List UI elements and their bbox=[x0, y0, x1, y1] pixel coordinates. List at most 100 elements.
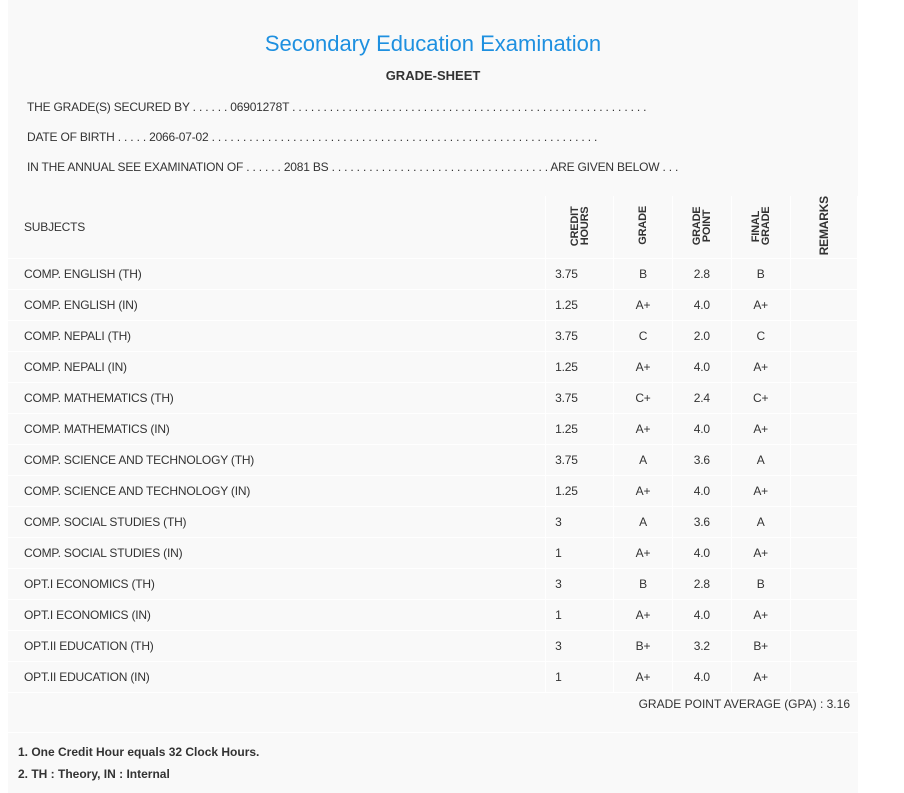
grade-cell: A bbox=[613, 506, 673, 539]
grade-point-cell: 3.2 bbox=[672, 630, 732, 663]
final-grade-cell: A+ bbox=[731, 289, 791, 322]
table-row: COMP. MATHEMATICS (IN) 1.25 A+ 4.0 A+ bbox=[8, 413, 859, 446]
table-row: COMP. SOCIAL STUDIES (TH) 3 A 3.6 A bbox=[8, 506, 859, 539]
header-subjects: SUBJECTS bbox=[8, 196, 547, 260]
credit-cell: 1.25 bbox=[545, 475, 615, 508]
grade-point-cell: 2.8 bbox=[672, 258, 732, 291]
final-grade-cell: A+ bbox=[731, 537, 791, 570]
grade-point-cell: 4.0 bbox=[672, 413, 732, 446]
credit-cell: 1 bbox=[545, 599, 615, 632]
header-final-grade: FINAL GRADE bbox=[731, 196, 791, 260]
header-remarks: REMARKS bbox=[790, 196, 859, 260]
grade-point-cell: 4.0 bbox=[672, 537, 732, 570]
subject-cell: COMP. MATHEMATICS (TH) bbox=[8, 382, 547, 415]
grade-cell: B+ bbox=[613, 630, 673, 663]
table-row: COMP. NEPALI (TH) 3.75 C 2.0 C bbox=[8, 320, 859, 353]
subject-cell: COMP. SOCIAL STUDIES (TH) bbox=[8, 506, 547, 539]
final-grade-cell: C+ bbox=[731, 382, 791, 415]
final-grade-cell: A bbox=[731, 506, 791, 539]
header-credit: CREDIT HOURS bbox=[545, 196, 615, 260]
table-row: COMP. ENGLISH (IN) 1.25 A+ 4.0 A+ bbox=[8, 289, 859, 322]
grade-cell: A+ bbox=[613, 289, 673, 322]
subject-cell: COMP. ENGLISH (IN) bbox=[8, 289, 547, 322]
subject-cell: COMP. MATHEMATICS (IN) bbox=[8, 413, 547, 446]
credit-cell: 1.25 bbox=[545, 413, 615, 446]
final-grade-cell: C bbox=[731, 320, 791, 353]
table-row: OPT.II EDUCATION (TH) 3 B+ 3.2 B+ bbox=[8, 630, 859, 663]
table-row: COMP. SOCIAL STUDIES (IN) 1 A+ 4.0 A+ bbox=[8, 537, 859, 570]
exam-line: IN THE ANNUAL SEE EXAMINATION OF . . . .… bbox=[27, 160, 679, 174]
grade-point-cell: 4.0 bbox=[672, 289, 732, 322]
final-grade-cell: A+ bbox=[731, 661, 791, 694]
grade-point-cell: 4.0 bbox=[672, 599, 732, 632]
grade-cell: A+ bbox=[613, 661, 673, 694]
grade-point-cell: 2.4 bbox=[672, 382, 732, 415]
grade-cell: A+ bbox=[613, 537, 673, 570]
remarks-cell bbox=[790, 506, 859, 539]
subject-cell: OPT.I ECONOMICS (IN) bbox=[8, 599, 547, 632]
final-grade-cell: A+ bbox=[731, 351, 791, 384]
note-item: 2. TH : Theory, IN : Internal bbox=[18, 767, 170, 781]
subject-cell: OPT.I ECONOMICS (TH) bbox=[8, 568, 547, 601]
grade-cell: A+ bbox=[613, 351, 673, 384]
grade-point-cell: 3.6 bbox=[672, 444, 732, 477]
table-row: OPT.I ECONOMICS (IN) 1 A+ 4.0 A+ bbox=[8, 599, 859, 632]
remarks-cell bbox=[790, 444, 859, 477]
grade-point-cell: 4.0 bbox=[672, 351, 732, 384]
grade-point-cell: 2.0 bbox=[672, 320, 732, 353]
subject-cell: COMP. NEPALI (IN) bbox=[8, 351, 547, 384]
credit-cell: 1 bbox=[545, 661, 615, 694]
credit-cell: 1.25 bbox=[545, 289, 615, 322]
subject-cell: COMP. SCIENCE AND TECHNOLOGY (TH) bbox=[8, 444, 547, 477]
final-grade-cell: B+ bbox=[731, 630, 791, 663]
page-title: Secondary Education Examination bbox=[264, 31, 602, 56]
remarks-cell bbox=[790, 351, 859, 384]
remarks-cell bbox=[790, 413, 859, 446]
grade-cell: C+ bbox=[613, 382, 673, 415]
remarks-cell bbox=[790, 258, 859, 291]
remarks-cell bbox=[790, 599, 859, 632]
final-grade-cell: B bbox=[731, 258, 791, 291]
final-grade-cell: A+ bbox=[731, 475, 791, 508]
credit-cell: 3 bbox=[545, 568, 615, 601]
credit-cell: 1.25 bbox=[545, 351, 615, 384]
grade-sheet-panel: Secondary Education Examination GRADE-SH… bbox=[8, 0, 859, 793]
subject-cell: COMP. NEPALI (TH) bbox=[8, 320, 547, 353]
final-grade-cell: A bbox=[731, 444, 791, 477]
grade-point-cell: 2.8 bbox=[672, 568, 732, 601]
header-grade: GRADE bbox=[613, 196, 673, 260]
grade-cell: A+ bbox=[613, 413, 673, 446]
table-row: COMP. SCIENCE AND TECHNOLOGY (TH) 3.75 A 3.… bbox=[8, 444, 859, 477]
grade-cell: B bbox=[613, 258, 673, 291]
grades-table: SUBJECTS CREDIT HOURS GRADE GRADE POINT … bbox=[8, 196, 859, 694]
grade-cell: A+ bbox=[613, 599, 673, 632]
subject-cell: COMP. SCIENCE AND TECHNOLOGY (IN) bbox=[8, 475, 547, 508]
grade-cell: C bbox=[613, 320, 673, 353]
remarks-cell bbox=[790, 630, 859, 663]
remarks-cell bbox=[790, 289, 859, 322]
credit-cell: 3.75 bbox=[545, 382, 615, 415]
divider bbox=[8, 732, 858, 733]
table-row: OPT.I ECONOMICS (TH) 3 B 2.8 B bbox=[8, 568, 859, 601]
subject-cell: OPT.II EDUCATION (IN) bbox=[8, 661, 547, 694]
page-subtitle: GRADE-SHEET bbox=[385, 68, 481, 83]
credit-cell: 3 bbox=[545, 630, 615, 663]
final-grade-cell: B bbox=[731, 568, 791, 601]
table-row: COMP. MATHEMATICS (TH) 3.75 C+ 2.4 C+ bbox=[8, 382, 859, 415]
note-item: 1. One Credit Hour equals 32 Clock Hours… bbox=[18, 745, 260, 759]
remarks-cell bbox=[790, 382, 859, 415]
final-grade-cell: A+ bbox=[731, 599, 791, 632]
grade-cell: A+ bbox=[613, 475, 673, 508]
remarks-cell bbox=[790, 568, 859, 601]
grade-cell: A bbox=[613, 444, 673, 477]
table-row: COMP. SCIENCE AND TECHNOLOGY (IN) 1.25 A+ 4… bbox=[8, 475, 859, 508]
table-row: OPT.II EDUCATION (IN) 1 A+ 4.0 A+ bbox=[8, 661, 859, 694]
table-header: SUBJECTS CREDIT HOURS GRADE GRADE POINT … bbox=[8, 196, 859, 260]
secured-by-line: THE GRADE(S) SECURED BY . . . . . . 0690… bbox=[27, 100, 647, 114]
gpa-summary: GRADE POINT AVERAGE (GPA) : 3.16 bbox=[638, 697, 850, 711]
grade-point-cell: 4.0 bbox=[672, 661, 732, 694]
table-row: COMP. ENGLISH (TH) 3.75 B 2.8 B bbox=[8, 258, 859, 291]
credit-cell: 3.75 bbox=[545, 444, 615, 477]
remarks-cell bbox=[790, 475, 859, 508]
remarks-cell bbox=[790, 320, 859, 353]
